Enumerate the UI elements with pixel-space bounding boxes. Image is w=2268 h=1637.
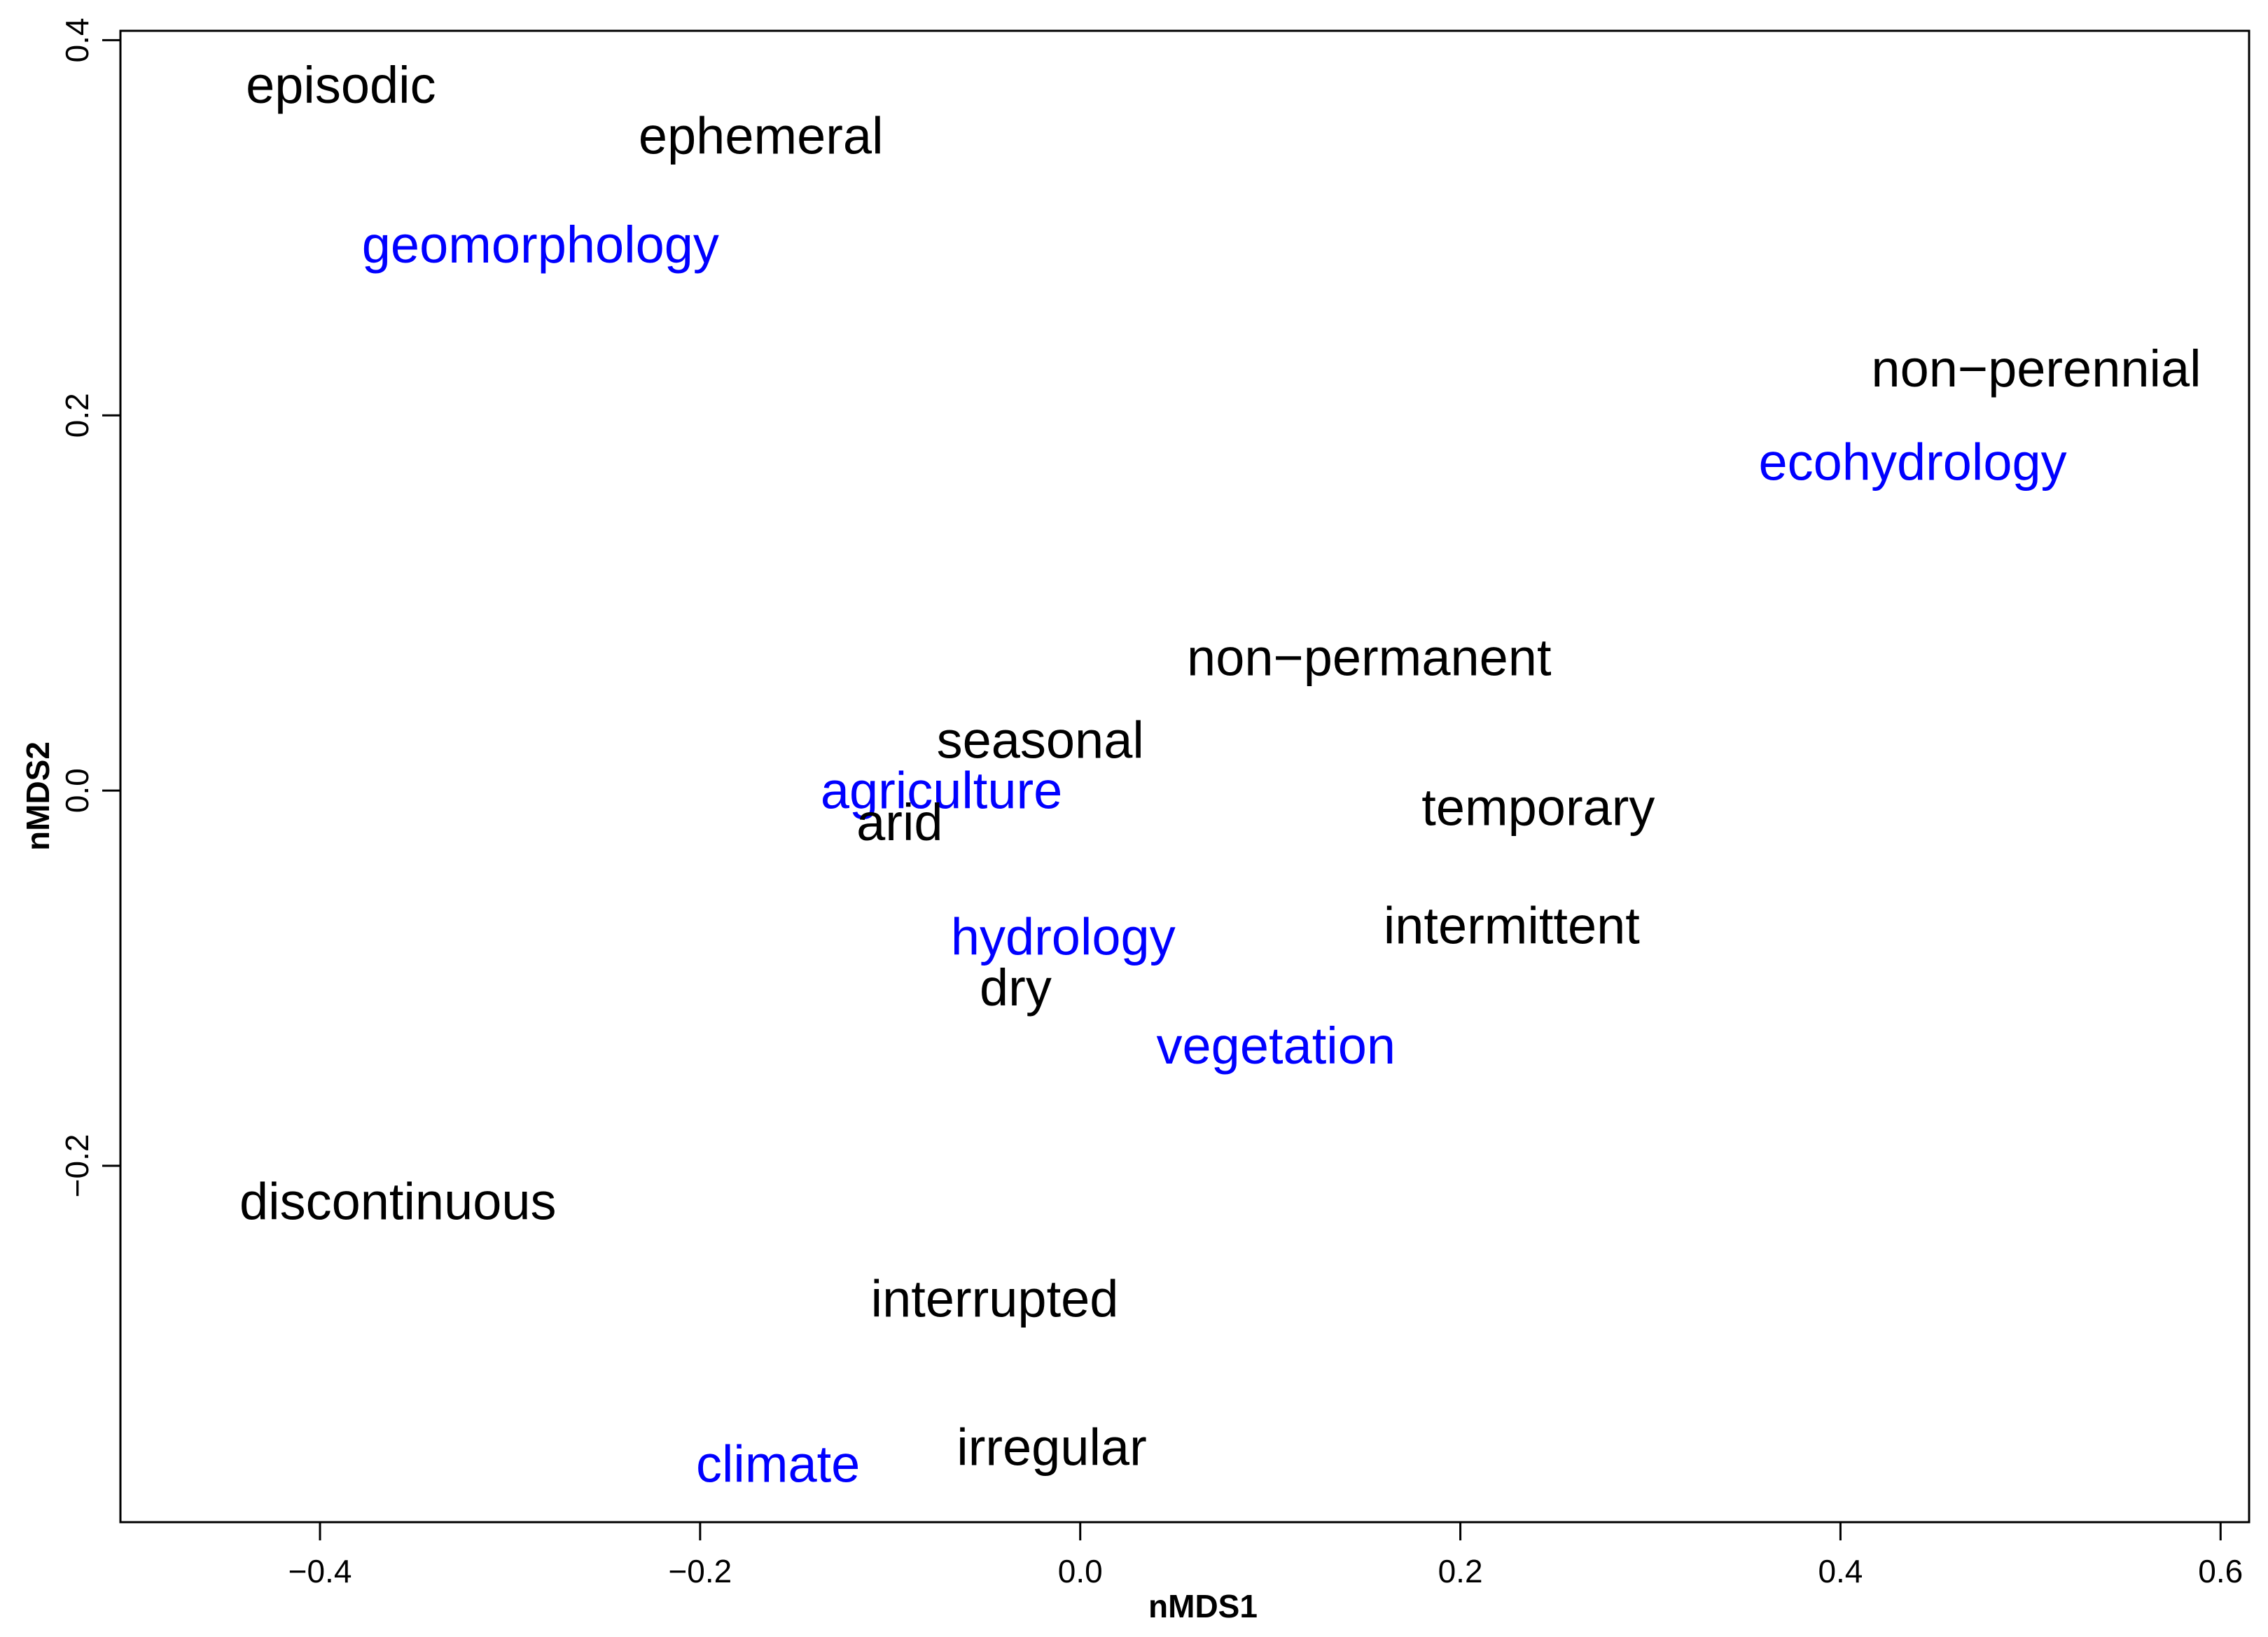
point-labels: episodic ephemeral geomorphology non−perenn… [239,56,2201,1493]
x-axis: −0.4 −0.2 0.0 0.2 0.4 0.6 [288,1521,2243,1589]
x-tick-label: −0.2 [668,1553,732,1589]
y-axis-title: nMDS2 [20,741,56,851]
point-label-term: irregular [956,1418,1146,1476]
y-tick-label: 0.0 [59,768,95,813]
point-label-term: temporary [1421,779,1655,837]
point-label-discipline: vegetation [1157,1017,1396,1075]
y-axis: −0.2 0.0 0.2 0.4 [59,18,122,1198]
point-label-term: intermittent [1384,897,1640,955]
point-label-term: episodic [246,56,436,114]
point-label-discipline: ecohydrology [1758,433,2066,492]
x-tick-label: 0.4 [1818,1553,1863,1589]
point-label-discipline: geomorphology [362,216,719,274]
point-label-discipline: climate [696,1435,860,1493]
point-label-term: non−permanent [1187,628,1552,686]
point-label-discipline: agriculture [821,762,1063,820]
point-label-term: discontinuous [239,1172,557,1230]
x-tick-label: 0.0 [1058,1553,1103,1589]
x-tick-label: 0.6 [2198,1553,2243,1589]
x-tick-label: 0.2 [1438,1553,1483,1589]
point-label-term: arid [856,793,942,851]
x-tick-label: −0.4 [288,1553,352,1589]
point-label-term: seasonal [937,711,1144,769]
x-axis-title: nMDS1 [1148,1588,1258,1624]
point-label-term: ephemeral [639,107,884,165]
y-tick-label: −0.2 [59,1134,95,1198]
point-label-term: non−perennial [1871,340,2201,398]
y-tick-label: 0.4 [59,18,95,62]
point-label-term: interrupted [871,1270,1119,1328]
point-label-term: dry [980,959,1052,1017]
point-label-discipline: hydrology [951,908,1176,966]
y-tick-label: 0.2 [59,393,95,438]
